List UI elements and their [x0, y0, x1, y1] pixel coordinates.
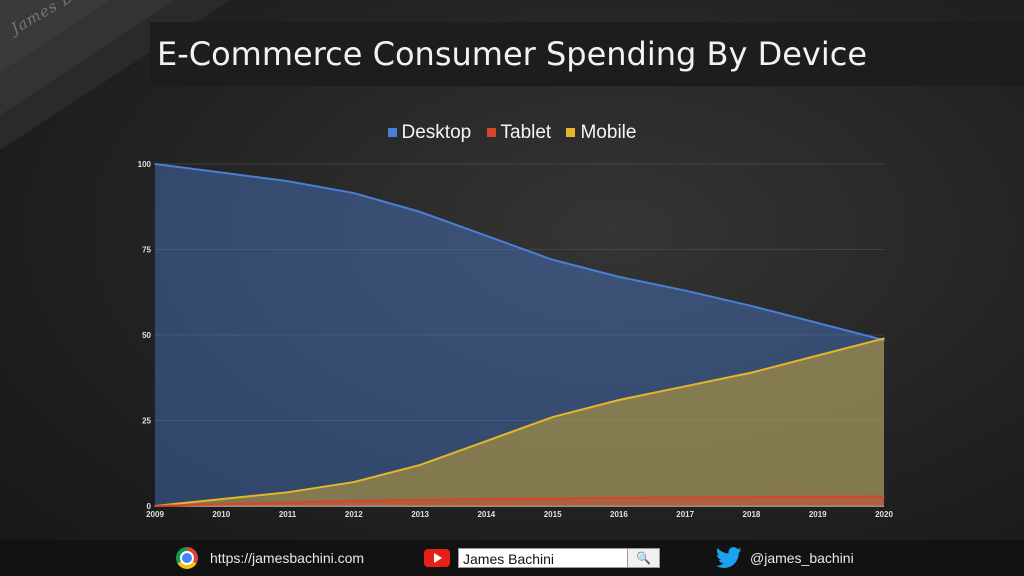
- point-desktop: [485, 235, 488, 237]
- point-tablet: [618, 496, 620, 499]
- point-mobile: [618, 399, 620, 401]
- point-mobile: [551, 416, 554, 418]
- page-title: E-Commerce Consumer Spending By Device: [156, 35, 868, 73]
- point-mobile: [684, 385, 686, 388]
- point-tablet: [816, 495, 819, 498]
- youtube-search-field[interactable]: James Bachini: [458, 548, 628, 568]
- point-desktop: [220, 171, 223, 174]
- twitter-handle[interactable]: @james_bachini: [750, 550, 854, 566]
- x-tick-label: 2011: [279, 510, 297, 519]
- point-desktop: [883, 339, 885, 341]
- point-tablet: [154, 505, 156, 507]
- point-desktop: [154, 163, 156, 165]
- point-mobile: [286, 491, 289, 494]
- point-mobile: [816, 354, 819, 357]
- line-mobile: [154, 337, 885, 507]
- point-desktop: [551, 258, 554, 261]
- x-tick-label: 2019: [809, 510, 827, 519]
- legend-label-desktop: Desktop: [401, 121, 472, 143]
- point-desktop: [286, 180, 289, 182]
- youtube-icon[interactable]: [424, 549, 450, 567]
- title-band: [150, 22, 1024, 86]
- area-desktop: [155, 164, 884, 506]
- point-tablet: [750, 496, 753, 498]
- point-mobile: [750, 371, 753, 374]
- point-mobile: [883, 337, 885, 340]
- x-tick-label: 2018: [743, 510, 761, 519]
- website-link[interactable]: https://jamesbachini.com: [210, 550, 365, 566]
- twitter-icon: [716, 547, 742, 568]
- footer-youtube: James Bachini 🔍: [424, 540, 660, 576]
- point-tablet: [286, 501, 289, 504]
- x-tick-label: 2016: [610, 510, 628, 519]
- point-desktop: [750, 305, 753, 307]
- point-tablet: [353, 500, 355, 502]
- point-mobile: [220, 498, 223, 500]
- y-tick-label: 50: [142, 331, 151, 340]
- area-chart: 0 25 50 75 100 2009 2010 2011 2012 2013 2014 2015 20…: [138, 160, 894, 519]
- point-desktop: [419, 211, 421, 213]
- chrome-icon: [176, 547, 198, 569]
- point-tablet: [485, 498, 488, 500]
- legend-item-tablet: Tablet: [486, 121, 552, 144]
- footer-twitter[interactable]: @james_bachini: [716, 540, 854, 576]
- legend-item-desktop: Desktop: [387, 121, 472, 144]
- x-tick-label: 2015: [544, 510, 562, 519]
- legend-swatch-desktop: [387, 128, 397, 137]
- legend-label-tablet: Tablet: [500, 121, 552, 143]
- point-tablet: [220, 503, 223, 506]
- legend-swatch-mobile: [566, 128, 576, 137]
- x-tick-label: 2020: [875, 510, 893, 519]
- y-tick-label: 25: [142, 417, 151, 426]
- point-desktop: [618, 276, 620, 278]
- y-tick-label: 75: [142, 246, 151, 255]
- y-tick-label: 100: [138, 160, 152, 169]
- area-tablet: [155, 496, 884, 506]
- footer-website[interactable]: https://jamesbachini.com: [176, 540, 364, 576]
- point-mobile: [485, 440, 488, 442]
- point-desktop: [816, 322, 819, 324]
- legend-swatch-tablet: [486, 128, 496, 137]
- point-tablet: [551, 497, 554, 500]
- point-mobile: [353, 481, 355, 483]
- legend-item-mobile: Mobile: [566, 122, 636, 144]
- line-tablet: [154, 495, 885, 507]
- x-tick-label: 2014: [477, 510, 495, 519]
- search-icon[interactable]: 🔍: [628, 548, 660, 568]
- x-tick-label: 2009: [146, 510, 164, 519]
- x-tick-label: 2010: [212, 510, 230, 519]
- point-tablet: [883, 495, 885, 498]
- y-tick-label: 0: [147, 502, 152, 511]
- legend-label-mobile: Mobile: [580, 121, 637, 143]
- footer-bar: https://jamesbachini.com James Bachini 🔍…: [0, 540, 1024, 576]
- point-mobile: [419, 464, 421, 466]
- point-tablet: [684, 496, 686, 499]
- chart-legend: Desktop Tablet Mobile: [0, 121, 1024, 144]
- line-desktop: [154, 163, 885, 342]
- point-desktop: [684, 289, 686, 292]
- point-tablet: [419, 499, 421, 501]
- x-tick-label: 2013: [411, 510, 429, 519]
- x-tick-label: 2012: [345, 510, 363, 519]
- area-mobile: [155, 338, 884, 506]
- x-tick-label: 2017: [676, 510, 694, 519]
- point-desktop: [353, 192, 355, 194]
